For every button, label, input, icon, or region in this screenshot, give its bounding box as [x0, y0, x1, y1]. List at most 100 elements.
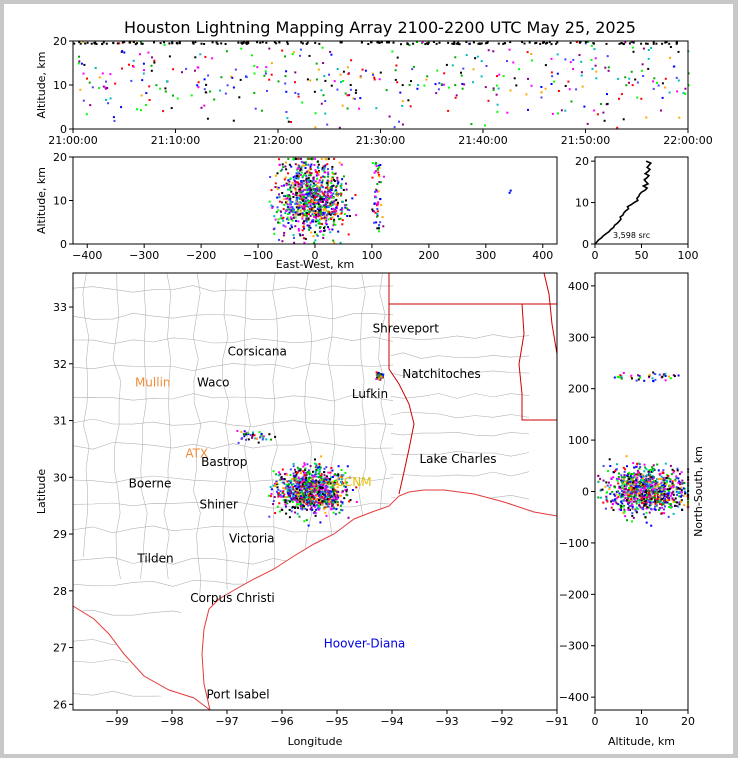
source-point	[295, 478, 298, 481]
source-point	[460, 71, 462, 74]
source-point	[304, 482, 307, 485]
source-point	[321, 192, 324, 195]
source-point	[666, 488, 669, 491]
source-point	[300, 180, 303, 182]
source-point	[614, 498, 616, 501]
source-point	[323, 506, 326, 509]
source-point	[605, 497, 608, 500]
source-point	[318, 179, 321, 182]
source-point	[627, 482, 630, 485]
source-point	[648, 469, 651, 472]
x-tick-label: 0	[592, 249, 599, 262]
source-point	[408, 84, 411, 86]
source-point	[434, 83, 437, 86]
source-point	[376, 41, 379, 44]
source-point	[292, 483, 295, 486]
source-point	[316, 177, 319, 180]
source-point	[336, 502, 339, 505]
source-point	[647, 483, 650, 486]
source-point	[364, 69, 367, 72]
source-point	[643, 463, 646, 466]
source-point	[465, 41, 468, 44]
source-point	[326, 498, 329, 500]
source-point	[645, 42, 647, 45]
source-point	[656, 463, 659, 466]
source-point	[329, 486, 332, 489]
source-point	[320, 184, 323, 187]
source-point	[282, 481, 285, 484]
source-point	[678, 503, 681, 506]
source-point	[300, 166, 303, 169]
place-label: Mullin	[135, 376, 171, 390]
source-point	[606, 102, 609, 105]
source-point	[300, 202, 303, 204]
source-point	[213, 98, 216, 101]
source-point	[634, 496, 637, 499]
source-point	[622, 480, 624, 483]
source-point	[309, 188, 311, 191]
source-point	[654, 489, 657, 491]
source-point	[658, 486, 661, 489]
source-point	[327, 505, 330, 508]
source-point	[317, 484, 320, 487]
source-point	[329, 231, 332, 234]
source-point	[256, 41, 259, 44]
source-point	[283, 184, 286, 187]
source-point	[620, 476, 623, 479]
source-point	[323, 497, 326, 500]
y-tick-label: 400	[568, 280, 589, 293]
source-point	[268, 515, 271, 518]
source-point	[621, 487, 624, 490]
source-point	[655, 478, 658, 481]
source-point	[292, 462, 295, 465]
source-point	[659, 483, 662, 485]
source-point	[310, 188, 313, 191]
source-point	[296, 191, 299, 194]
source-point	[88, 81, 91, 84]
source-point	[335, 203, 338, 206]
source-point	[286, 203, 289, 206]
source-point	[290, 510, 293, 513]
source-point	[303, 462, 306, 465]
source-point	[645, 501, 648, 504]
source-point	[584, 41, 587, 44]
source-point	[339, 208, 342, 211]
source-point	[320, 157, 323, 160]
source-point	[325, 196, 327, 199]
source-point	[294, 495, 297, 498]
source-point	[304, 507, 307, 510]
source-point	[648, 481, 651, 484]
source-point	[299, 192, 302, 195]
source-point	[199, 53, 202, 56]
source-point	[673, 65, 676, 68]
source-point	[241, 42, 244, 45]
source-point	[468, 42, 471, 45]
y-tick-label: 100	[568, 434, 589, 447]
source-point	[294, 163, 297, 166]
source-point	[632, 516, 635, 519]
source-point	[669, 46, 672, 48]
source-point	[601, 488, 604, 491]
source-point	[303, 241, 306, 244]
source-point	[305, 477, 308, 480]
source-point	[683, 482, 686, 485]
source-point	[310, 201, 313, 204]
x-tick-label: −93	[435, 715, 458, 728]
x-tick-label: −95	[325, 715, 348, 728]
source-point	[247, 438, 250, 441]
source-point	[289, 216, 292, 219]
source-point	[305, 177, 308, 180]
source-point	[85, 113, 88, 116]
source-point	[303, 164, 306, 167]
source-point	[634, 497, 637, 500]
source-point	[301, 186, 304, 188]
source-point	[338, 161, 341, 164]
source-point	[320, 212, 323, 215]
source-point	[322, 499, 325, 502]
source-point	[340, 81, 342, 84]
x-tick-label: 21:40:00	[458, 134, 507, 147]
source-point	[615, 468, 618, 471]
source-point	[658, 502, 661, 505]
source-point	[313, 491, 316, 494]
source-point	[406, 43, 409, 46]
